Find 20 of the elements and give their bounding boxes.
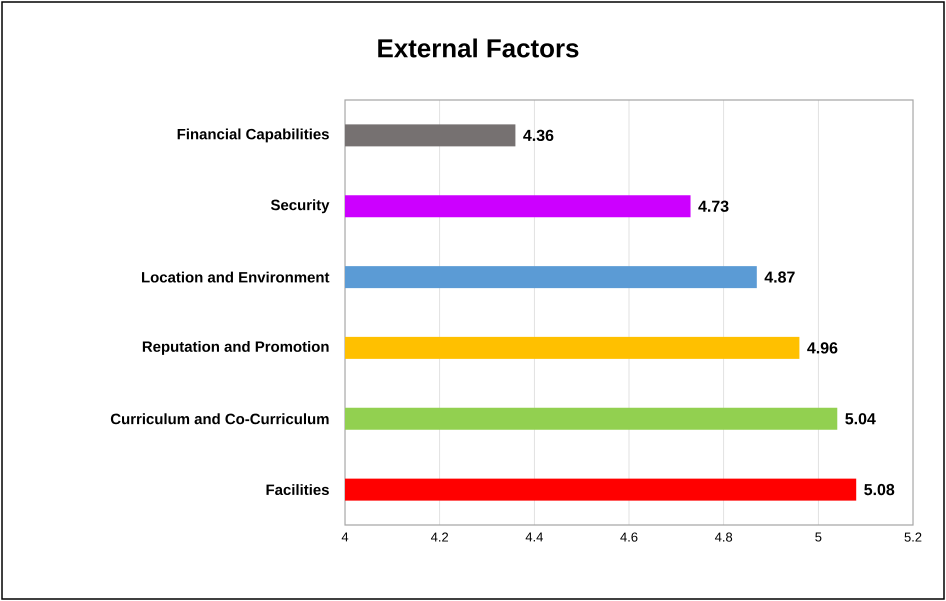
data-label: 5.04: [845, 413, 876, 424]
data-label: 5.08: [864, 484, 894, 496]
y-tick-label: Facilities: [266, 484, 329, 496]
x-tick-label: 5: [815, 532, 822, 542]
data-label: 4.73: [698, 200, 728, 212]
y-tick-label: Curriculum and Co-Curriculum: [110, 413, 329, 424]
data-label: 4.36: [523, 130, 554, 142]
data-label: 4.87: [764, 271, 795, 283]
y-tick-label: Security: [270, 199, 330, 214]
x-tick-label: 4.4: [526, 532, 543, 542]
x-tick-label: 4.6: [620, 532, 638, 542]
x-tick-label: 5.2: [904, 532, 922, 542]
x-tick-label: 4.8: [714, 532, 732, 542]
x-tick-label: 4.2: [430, 532, 448, 542]
chart-title: External Factors: [378, 38, 578, 58]
y-tick-label: Financial Capabilities: [178, 128, 329, 142]
y-tick-label: Location and Environment: [142, 272, 330, 283]
data-label: 4.96: [807, 342, 838, 354]
x-tick-label: 4: [342, 532, 348, 542]
y-tick-label: Reputation and Promotion: [142, 340, 329, 355]
